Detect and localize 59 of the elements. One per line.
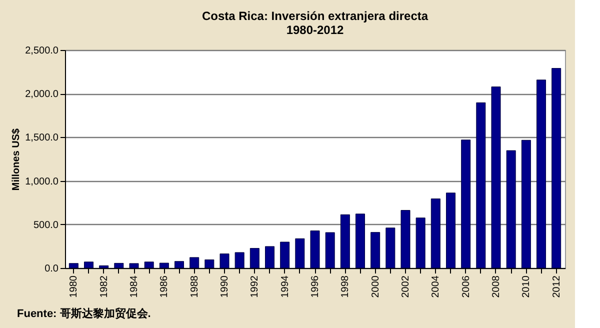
bar [325, 232, 335, 268]
bar [159, 262, 169, 268]
bar [416, 218, 426, 268]
x-tick-label: 1990 [220, 275, 230, 298]
y-tick-label: 0.0 [44, 264, 59, 274]
y-tick-label: 2,000.0 [25, 89, 59, 100]
chart-title: Costa Rica: Inversión extranjera directa 1980-2012 [202, 9, 428, 37]
bar [234, 252, 244, 268]
x-tick-label: 2000 [370, 275, 382, 298]
bar [476, 102, 486, 268]
bar [430, 198, 440, 268]
bar [204, 259, 214, 268]
bar [144, 262, 154, 268]
bar [506, 150, 516, 268]
bar [521, 140, 531, 268]
x-tick-label: 2002 [400, 275, 412, 298]
x-tick-label: 1986 [159, 275, 170, 298]
bar [84, 262, 94, 268]
bar [99, 265, 109, 268]
bar [220, 254, 230, 268]
x-tick-label: 2008 [490, 275, 502, 298]
x-tick-label: 1980 [68, 275, 80, 298]
x-tick-label: 1984 [129, 275, 140, 298]
bar [265, 246, 274, 268]
y-tick-label: 2,500.0 [25, 46, 59, 56]
x-tick-label: 1994 [280, 275, 291, 298]
x-tick-label: 1996 [310, 275, 321, 298]
y-tick-label: 500.0 [33, 220, 59, 231]
y-tick-label: 1,500.0 [25, 132, 59, 144]
y-tick-label: 1,000.0 [25, 176, 59, 188]
x-tick-label: 2006 [460, 275, 472, 298]
x-tick-label: 2010 [521, 275, 532, 298]
bar [536, 80, 546, 268]
bar [552, 68, 562, 268]
bar [386, 228, 396, 268]
x-tick-label: 1982 [98, 275, 110, 298]
bar [68, 263, 78, 268]
bar [190, 257, 200, 268]
x-tick-label: 2012 [551, 275, 562, 298]
bar [356, 214, 365, 268]
x-tick-label: 2004 [430, 275, 442, 298]
bar [340, 214, 350, 268]
bar [446, 192, 456, 268]
bar [114, 262, 124, 268]
bar [295, 238, 305, 268]
bar [370, 232, 380, 268]
x-tick-label: 1992 [250, 275, 261, 298]
bar [129, 263, 139, 268]
bar [400, 210, 410, 268]
y-axis-title: Millones US$ [11, 128, 22, 191]
source-note: Fuente: 哥斯达黎加贸促会. [17, 307, 151, 320]
bar [280, 242, 290, 268]
bar [491, 86, 501, 268]
bar [310, 230, 320, 268]
bar [250, 248, 260, 268]
x-tick-label: 1988 [189, 275, 200, 298]
bar [174, 261, 184, 268]
x-tick-label: 1998 [340, 275, 352, 298]
bar [461, 140, 471, 268]
